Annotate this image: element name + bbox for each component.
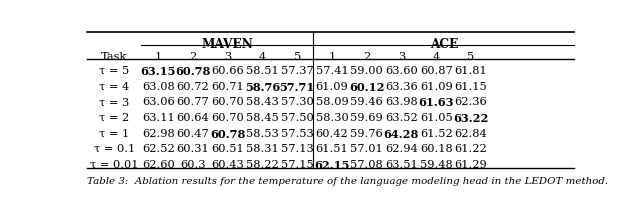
Text: 58.51: 58.51 <box>246 66 279 76</box>
Text: 62.52: 62.52 <box>142 144 175 154</box>
Text: 62.94: 62.94 <box>385 144 418 154</box>
Text: MAVEN: MAVEN <box>202 38 253 51</box>
Text: 57.30: 57.30 <box>281 97 314 107</box>
Text: 62.15: 62.15 <box>314 160 349 171</box>
Text: 57.13: 57.13 <box>281 144 314 154</box>
Text: 58.31: 58.31 <box>246 144 279 154</box>
Text: 1: 1 <box>155 52 162 62</box>
Text: 60.51: 60.51 <box>211 144 244 154</box>
Text: 58.53: 58.53 <box>246 129 279 139</box>
Text: τ = 3: τ = 3 <box>99 97 129 107</box>
Text: 63.52: 63.52 <box>385 113 418 123</box>
Text: 60.70: 60.70 <box>211 113 244 123</box>
Text: 59.48: 59.48 <box>420 160 452 170</box>
Text: 63.15: 63.15 <box>141 66 176 77</box>
Text: 5: 5 <box>467 52 474 62</box>
Text: 4: 4 <box>433 52 440 62</box>
Text: 60.78: 60.78 <box>210 129 246 140</box>
Text: 64.28: 64.28 <box>384 129 419 140</box>
Text: 61.22: 61.22 <box>454 144 487 154</box>
Text: 61.81: 61.81 <box>454 66 487 76</box>
Text: 60.66: 60.66 <box>211 66 244 76</box>
Text: 62.98: 62.98 <box>142 129 175 139</box>
Text: 61.51: 61.51 <box>316 144 348 154</box>
Text: 57.37: 57.37 <box>281 66 314 76</box>
Text: 61.29: 61.29 <box>454 160 487 170</box>
Text: 60.71: 60.71 <box>211 82 244 92</box>
Text: 57.71: 57.71 <box>280 82 315 93</box>
Text: 60.72: 60.72 <box>177 82 209 92</box>
Text: 59.69: 59.69 <box>350 113 383 123</box>
Text: 60.77: 60.77 <box>177 97 209 107</box>
Text: 61.63: 61.63 <box>419 97 454 108</box>
Text: 60.78: 60.78 <box>175 66 211 77</box>
Text: 57.50: 57.50 <box>281 113 314 123</box>
Text: Table 3:  Ablation results for the temperature of the language modeling head in : Table 3: Ablation results for the temper… <box>88 177 609 186</box>
Text: 63.98: 63.98 <box>385 97 418 107</box>
Text: 58.76: 58.76 <box>245 82 280 93</box>
Text: 63.06: 63.06 <box>142 97 175 107</box>
Text: 3: 3 <box>224 52 232 62</box>
Text: 58.09: 58.09 <box>316 97 348 107</box>
Text: 62.60: 62.60 <box>142 160 175 170</box>
Text: 59.00: 59.00 <box>350 66 383 76</box>
Text: 57.41: 57.41 <box>316 66 348 76</box>
Text: τ = 1: τ = 1 <box>99 129 129 139</box>
Text: 2: 2 <box>363 52 371 62</box>
Text: 57.01: 57.01 <box>350 144 383 154</box>
Text: 61.15: 61.15 <box>454 82 487 92</box>
Text: 57.08: 57.08 <box>350 160 383 170</box>
Text: 57.53: 57.53 <box>281 129 314 139</box>
Text: 58.43: 58.43 <box>246 97 279 107</box>
Text: 58.45: 58.45 <box>246 113 279 123</box>
Text: τ = 2: τ = 2 <box>99 113 129 123</box>
Text: ACE: ACE <box>430 38 458 51</box>
Text: 63.22: 63.22 <box>453 113 488 124</box>
Text: 60.18: 60.18 <box>420 144 452 154</box>
Text: τ = 4: τ = 4 <box>99 82 129 92</box>
Text: 61.09: 61.09 <box>316 82 348 92</box>
Text: Task: Task <box>101 52 127 62</box>
Text: 5: 5 <box>294 52 301 62</box>
Text: 60.47: 60.47 <box>177 129 209 139</box>
Text: 62.84: 62.84 <box>454 129 487 139</box>
Text: 60.64: 60.64 <box>177 113 209 123</box>
Text: 3: 3 <box>398 52 405 62</box>
Text: 61.09: 61.09 <box>420 82 452 92</box>
Text: 58.30: 58.30 <box>316 113 348 123</box>
Text: τ = 5: τ = 5 <box>99 66 129 76</box>
Text: 61.52: 61.52 <box>420 129 452 139</box>
Text: 60.31: 60.31 <box>177 144 209 154</box>
Text: 59.46: 59.46 <box>350 97 383 107</box>
Text: 63.11: 63.11 <box>142 113 175 123</box>
Text: 60.3: 60.3 <box>180 160 206 170</box>
Text: 60.42: 60.42 <box>316 129 348 139</box>
Text: 1: 1 <box>328 52 335 62</box>
Text: 63.36: 63.36 <box>385 82 418 92</box>
Text: 60.43: 60.43 <box>211 160 244 170</box>
Text: 59.76: 59.76 <box>350 129 383 139</box>
Text: 63.08: 63.08 <box>142 82 175 92</box>
Text: 60.12: 60.12 <box>349 82 385 93</box>
Text: 61.05: 61.05 <box>420 113 452 123</box>
Text: τ = 0.1: τ = 0.1 <box>93 144 135 154</box>
Text: 60.70: 60.70 <box>211 97 244 107</box>
Text: 63.60: 63.60 <box>385 66 418 76</box>
Text: 2: 2 <box>189 52 196 62</box>
Text: 57.15: 57.15 <box>281 160 314 170</box>
Text: τ = 0.01: τ = 0.01 <box>90 160 138 170</box>
Text: 58.22: 58.22 <box>246 160 279 170</box>
Text: 4: 4 <box>259 52 266 62</box>
Text: 62.36: 62.36 <box>454 97 487 107</box>
Text: 60.87: 60.87 <box>420 66 452 76</box>
Text: 63.51: 63.51 <box>385 160 418 170</box>
